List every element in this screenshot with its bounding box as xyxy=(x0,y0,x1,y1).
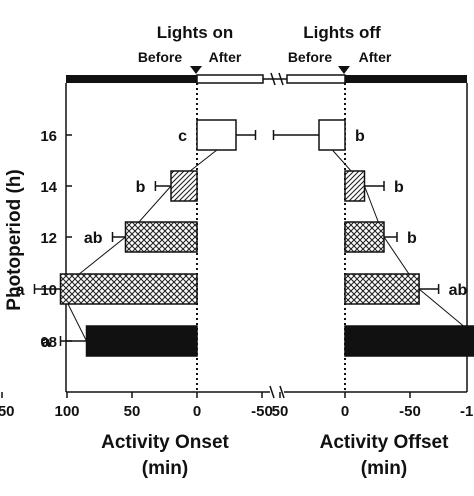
y-tick-label: 08 xyxy=(40,334,57,351)
onset-bar-16 xyxy=(196,119,237,151)
onset-letter-08: a xyxy=(42,334,51,351)
offset-x-tick-label: 50 xyxy=(272,403,289,420)
offset-bar-12 xyxy=(344,221,385,253)
onset-light-bar xyxy=(196,74,264,84)
onset-x-tick-label: 50 xyxy=(124,403,141,420)
onset-header: Lights on xyxy=(157,23,233,42)
onset-x-tick-label: -50 xyxy=(251,403,273,420)
y-tick-label: 12 xyxy=(40,230,57,247)
offset-x-unit: (min) xyxy=(361,458,407,479)
offset-header: Lights off xyxy=(303,23,381,42)
onset-letter-14: b xyxy=(136,179,146,196)
lights-off-marker xyxy=(338,66,350,74)
offset-before-label: Before xyxy=(288,49,333,65)
onset-after-label: After xyxy=(209,49,242,65)
onset-x-label: Activity Onset xyxy=(101,432,229,453)
offset-bar-14 xyxy=(344,170,366,202)
offset-letter-16: b xyxy=(355,128,365,145)
onset-bar-14 xyxy=(170,170,198,202)
axis-break-top xyxy=(270,72,284,86)
onset-x-tick-label: 0 xyxy=(193,403,201,420)
offset-dark-bar xyxy=(345,75,467,83)
onset-bar-12 xyxy=(124,221,198,253)
offset-after-label: After xyxy=(359,49,392,65)
offset-x-label: Activity Offset xyxy=(320,432,449,453)
y-axis-label: Photoperiod (h) xyxy=(4,169,25,310)
onset-dark-bar xyxy=(66,75,197,83)
onset-x-tick-label: 150 xyxy=(0,403,15,420)
offset-bar-10 xyxy=(344,273,420,305)
offset-bar-08 xyxy=(344,325,474,357)
bars: aaabbcaabbbb xyxy=(16,119,474,357)
offset-bar-16 xyxy=(318,119,346,151)
offset-light-bar xyxy=(286,74,346,84)
lights-on-marker xyxy=(190,66,202,74)
axis-break-bottom xyxy=(269,385,285,399)
onset-letter-16: c xyxy=(178,128,187,145)
onset-bar-10 xyxy=(59,273,198,305)
offset-x-tick-label: -100 xyxy=(460,403,474,420)
onset-bar-08 xyxy=(85,325,198,357)
offset-letter-12: b xyxy=(407,230,417,247)
y-axis-ticks: 08 10 12 14 16 xyxy=(40,128,72,351)
offset-letter-10: ab xyxy=(449,282,468,299)
offset-x-tick-label: -50 xyxy=(399,403,421,420)
onset-before-label: Before xyxy=(138,49,183,65)
onset-x-tick-label: 100 xyxy=(54,403,79,420)
offset-letter-14: b xyxy=(394,179,404,196)
onset-letter-10: a xyxy=(16,282,25,299)
y-tick-label: 14 xyxy=(40,179,57,196)
offset-x-tick-label: 0 xyxy=(341,403,349,420)
onset-letter-12: ab xyxy=(84,230,103,247)
y-tick-label: 16 xyxy=(40,128,57,145)
onset-x-unit: (min) xyxy=(142,458,188,479)
y-tick-label: 10 xyxy=(40,282,57,299)
